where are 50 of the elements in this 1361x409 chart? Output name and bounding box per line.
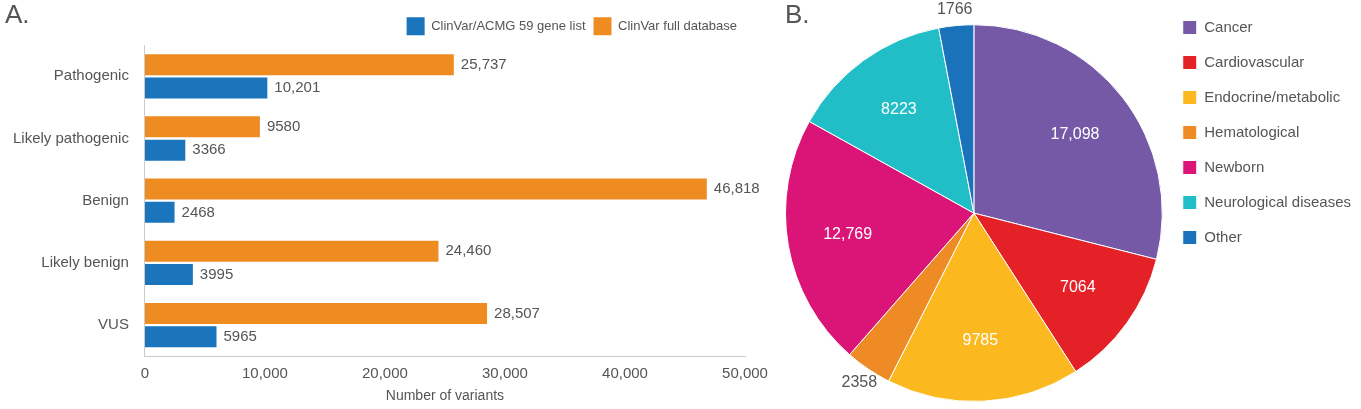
bar <box>144 178 707 200</box>
data-label: 24,460 <box>445 241 492 259</box>
bar <box>144 326 217 348</box>
y-tick-label: Likely pathogenic <box>12 128 130 146</box>
y-tick-label: Pathogenic <box>53 66 130 84</box>
y-tick-label: Likely benign <box>41 253 129 271</box>
legend-label: Cancer <box>1204 17 1253 35</box>
data-label: 1766 <box>936 0 973 18</box>
x-tick-label: 10,000 <box>241 364 288 382</box>
bar <box>144 116 260 138</box>
legend-label: Neurological diseases <box>1204 192 1351 210</box>
data-label: 7064 <box>1060 278 1096 296</box>
chart-title: A. <box>5 0 30 29</box>
data-label: 9785 <box>962 331 999 349</box>
data-label: 3995 <box>199 264 234 282</box>
data-label: 17,098 <box>1050 124 1100 142</box>
bar <box>144 201 175 223</box>
data-label: 46,818 <box>713 179 760 197</box>
bar <box>144 139 186 161</box>
data-label: 28,507 <box>494 303 540 321</box>
x-tick-label: 0 <box>140 364 150 382</box>
x-tick-label: 40,000 <box>602 364 648 382</box>
data-label: 25,737 <box>460 54 507 72</box>
data-label: 9580 <box>266 116 301 134</box>
x-tick-label: 20,000 <box>362 364 408 382</box>
legend-label: Cardiovascular <box>1204 52 1305 70</box>
x-tick-label: 30,000 <box>482 364 528 382</box>
legend-label: Hematological <box>1204 122 1300 140</box>
bar <box>144 240 439 262</box>
chart-title: B. <box>785 0 810 29</box>
legend-label: Newborn <box>1204 157 1265 175</box>
bar <box>144 77 268 99</box>
legend-label: ClinVar/ACMG 59 gene list <box>431 17 586 33</box>
legend-label: Endocrine/metabolic <box>1204 87 1341 105</box>
y-tick-label: Benign <box>82 190 129 208</box>
data-label: 5965 <box>223 326 257 344</box>
bar <box>144 54 454 76</box>
y-tick-label: VUS <box>98 315 129 333</box>
legend-label: Other <box>1204 227 1242 245</box>
bar <box>144 264 193 286</box>
data-label: 2358 <box>841 372 878 390</box>
x-axis-title: Number of variants <box>385 387 505 404</box>
x-tick-label: 50,000 <box>722 364 768 382</box>
data-label: 2468 <box>181 202 215 220</box>
legend-label: ClinVar full database <box>618 17 738 33</box>
bar <box>144 302 488 324</box>
data-label: 3366 <box>192 140 226 158</box>
data-label: 8223 <box>881 99 917 117</box>
data-label: 10,201 <box>274 78 321 96</box>
data-label: 12,769 <box>823 225 873 243</box>
